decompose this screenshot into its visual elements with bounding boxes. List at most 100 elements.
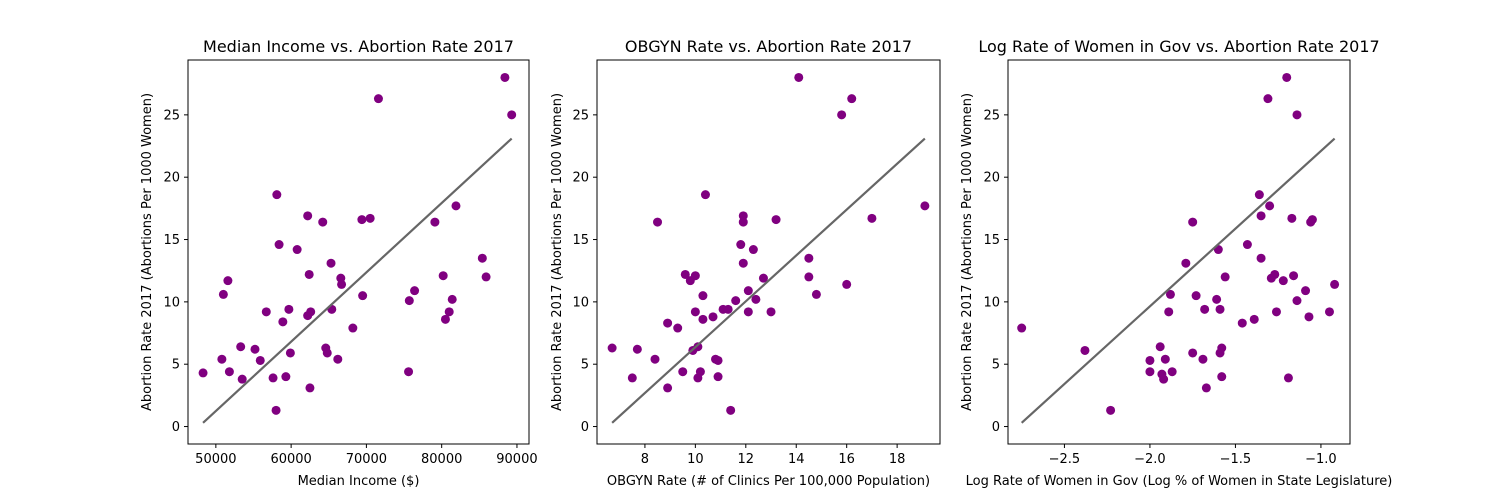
- data-point: [268, 373, 278, 383]
- data-point: [348, 323, 358, 333]
- data-point: [1283, 373, 1293, 383]
- data-point: [218, 289, 228, 299]
- data-point: [274, 240, 284, 250]
- data-point: [748, 245, 758, 255]
- data-point: [430, 217, 440, 227]
- data-point: [650, 354, 660, 364]
- data-point: [1145, 367, 1155, 377]
- data-point: [236, 342, 246, 352]
- data-point: [1292, 110, 1302, 120]
- data-point: [1256, 211, 1266, 221]
- data-point: [751, 294, 761, 304]
- data-point: [723, 304, 733, 314]
- data-point: [357, 215, 367, 225]
- data-point: [738, 258, 748, 268]
- data-point: [322, 348, 332, 358]
- y-tick-label: 15: [163, 233, 180, 248]
- data-point: [698, 291, 708, 301]
- y-axis-label: Abortion Rate 2017 (Abortions Per 1000 W…: [140, 93, 155, 411]
- data-point: [306, 307, 316, 317]
- data-point: [811, 289, 821, 299]
- x-tick-label: −2.5: [1049, 452, 1081, 467]
- x-tick-label: 80000: [421, 452, 462, 467]
- data-point: [1198, 354, 1208, 364]
- regression-line: [1020, 137, 1336, 424]
- data-point: [1165, 289, 1175, 299]
- data-point: [304, 269, 314, 279]
- data-point: [743, 307, 753, 317]
- data-point: [1242, 240, 1252, 250]
- y-axis-label: Abortion Rate 2017 (Abortions Per 1000 W…: [960, 93, 975, 411]
- x-tick-label: 90000: [496, 452, 537, 467]
- y-tick-label: 20: [163, 171, 180, 186]
- data-points: [198, 72, 517, 415]
- y-tick-label: 20: [572, 171, 589, 186]
- data-point: [847, 94, 857, 104]
- data-point: [1106, 405, 1116, 415]
- x-tick-label: −1.5: [1220, 452, 1252, 467]
- y-tick-label: 5: [581, 358, 589, 373]
- data-point: [713, 372, 723, 382]
- data-point: [1249, 314, 1259, 324]
- data-point: [738, 211, 748, 221]
- data-point: [1017, 323, 1027, 333]
- data-point: [713, 355, 723, 365]
- data-point: [285, 348, 295, 358]
- data-point: [477, 253, 487, 263]
- data-point: [1080, 345, 1090, 355]
- panel-median-income: Median Income vs. Abortion Rate 2017 Med…: [140, 37, 538, 489]
- data-point: [1256, 253, 1266, 263]
- data-point: [292, 245, 302, 255]
- y-tick-label: 0: [172, 420, 180, 435]
- data-point: [743, 286, 753, 296]
- data-point: [766, 307, 776, 317]
- data-point: [271, 405, 281, 415]
- data-point: [690, 307, 700, 317]
- x-tick-label: −2.0: [1134, 452, 1166, 467]
- data-point: [771, 215, 781, 225]
- data-point: [1301, 286, 1311, 296]
- data-point: [837, 110, 847, 120]
- y-tick-label: 10: [983, 295, 1000, 310]
- data-point: [1289, 271, 1299, 281]
- y-tick-label: 25: [572, 108, 589, 123]
- plot-frame: [596, 59, 941, 445]
- data-point: [627, 373, 637, 383]
- data-point: [481, 272, 491, 282]
- data-point: [404, 296, 414, 306]
- x-tick-label: 14: [788, 452, 805, 467]
- x-axis-label: OBGYN Rate (# of Clinics Per 100,000 Pop…: [607, 474, 930, 489]
- data-point: [726, 405, 736, 415]
- data-point: [305, 383, 315, 393]
- data-point: [1304, 312, 1314, 322]
- data-point: [1160, 354, 1170, 364]
- data-point: [663, 383, 673, 393]
- data-point: [255, 355, 265, 365]
- data-point: [272, 190, 282, 200]
- data-point: [1212, 294, 1222, 304]
- plot-frame: [1007, 59, 1351, 445]
- data-point: [224, 367, 234, 377]
- data-point: [1167, 367, 1177, 377]
- data-point: [365, 213, 375, 223]
- data-point: [1155, 342, 1165, 352]
- data-point: [678, 367, 688, 377]
- data-point: [632, 344, 642, 354]
- data-point: [500, 72, 510, 82]
- y-tick-label: 20: [983, 171, 1000, 186]
- data-point: [804, 253, 814, 263]
- data-point: [758, 273, 768, 283]
- y-tick-label: 15: [983, 233, 1000, 248]
- data-point: [1237, 318, 1247, 328]
- data-point: [281, 372, 291, 382]
- data-point: [1191, 291, 1201, 301]
- data-point: [804, 272, 814, 282]
- data-point: [318, 217, 328, 227]
- x-tick-label: 70000: [346, 452, 387, 467]
- data-point: [261, 307, 271, 317]
- data-point: [738, 217, 748, 227]
- data-point: [673, 323, 683, 333]
- regression-line: [611, 137, 926, 424]
- data-point: [507, 110, 517, 120]
- data-point: [1330, 279, 1340, 289]
